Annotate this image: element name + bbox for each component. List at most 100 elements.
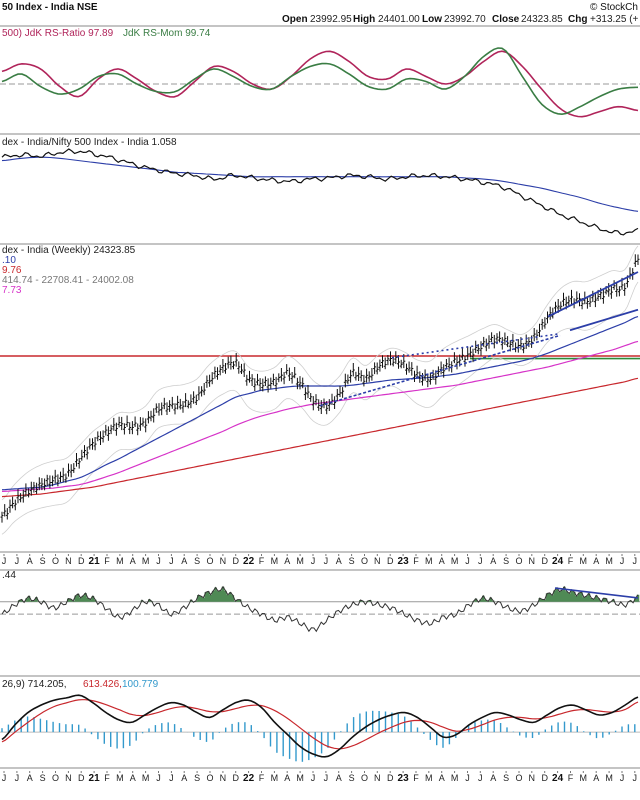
price-ma-2 bbox=[1, 377, 639, 498]
upper-axis-tick-label: N bbox=[65, 556, 72, 566]
lower-axis-tick-label: M bbox=[296, 773, 304, 783]
rrg-label-a: 500) JdK RS-Ratio 97.89 bbox=[2, 28, 114, 39]
lower-axis-tick-label: N bbox=[374, 773, 381, 783]
lower-axis-tick-label: A bbox=[593, 773, 599, 783]
lower-axis-tick-label: M bbox=[605, 773, 613, 783]
lower-axis-tick-label: F bbox=[259, 773, 265, 783]
price-panel bbox=[0, 245, 640, 535]
lower-axis-tick-label: D bbox=[78, 773, 85, 783]
price-legend-3: 414.74 - 22708.41 - 24002.08 bbox=[2, 275, 134, 286]
lower-axis-tick-label: O bbox=[52, 773, 59, 783]
low-value: 23992.70 bbox=[444, 14, 486, 25]
upper-axis-tick-label: O bbox=[515, 556, 522, 566]
lower-axis-tick-label: J bbox=[311, 773, 316, 783]
lower-axis-tick-label: A bbox=[284, 773, 290, 783]
upper-axis-tick-label: S bbox=[40, 556, 46, 566]
lower-axis-tick-label: S bbox=[194, 773, 200, 783]
upper-axis-tick-label: J bbox=[15, 556, 20, 566]
upper-axis-tick-label: J bbox=[620, 556, 625, 566]
channel-lower bbox=[569, 308, 639, 332]
price-legend-2: 9.76 bbox=[2, 265, 22, 276]
upper-axis-tick-label: J bbox=[465, 556, 470, 566]
upper-axis-tick-label: J bbox=[169, 556, 174, 566]
lower-axis-tick-label: 23 bbox=[398, 773, 410, 784]
lower-axis-tick-label: F bbox=[568, 773, 574, 783]
lower-axis-tick-label: D bbox=[541, 773, 548, 783]
rrg-series-0 bbox=[1, 50, 639, 118]
x-axis-upper: J J A S O N D 21 F M A M J J A S O N D 22 F M A M J J A S O N D 23 F M A M J… bbox=[2, 554, 637, 567]
lower-axis-tick-label: A bbox=[439, 773, 445, 783]
lower-axis-tick-label: A bbox=[336, 773, 342, 783]
upper-axis-tick-label: M bbox=[425, 556, 433, 566]
high-label: High bbox=[353, 14, 375, 25]
osc-panel bbox=[0, 585, 640, 633]
osc-label: .44 bbox=[2, 570, 16, 581]
lower-axis-tick-label: J bbox=[169, 773, 174, 783]
lower-axis-tick-label: M bbox=[425, 773, 433, 783]
chart-title: 50 Index - India NSE bbox=[2, 2, 98, 13]
lower-band bbox=[1, 281, 639, 535]
close-value: 24323.85 bbox=[521, 14, 563, 25]
upper-axis-tick-label: M bbox=[580, 556, 588, 566]
lower-axis-tick-label: O bbox=[206, 773, 213, 783]
lower-axis-tick-label: D bbox=[387, 773, 394, 783]
chg-label: Chg bbox=[568, 14, 587, 25]
lower-axis-tick-label: A bbox=[181, 773, 187, 783]
lower-axis-tick-label: J bbox=[15, 773, 20, 783]
upper-axis-tick-label: J bbox=[311, 556, 316, 566]
upper-axis-tick-label: N bbox=[220, 556, 227, 566]
close-label: Close bbox=[492, 14, 520, 25]
upper-axis-tick-label: A bbox=[27, 556, 33, 566]
lower-axis-tick-label: S bbox=[503, 773, 509, 783]
lower-axis-tick-label: S bbox=[349, 773, 355, 783]
upper-axis-tick-label: O bbox=[206, 556, 213, 566]
lower-axis-tick-label: M bbox=[271, 773, 279, 783]
upper-axis-tick-label: J bbox=[324, 556, 329, 566]
macd-label-b: 613.426, bbox=[83, 679, 122, 690]
lower-axis-tick-label: A bbox=[130, 773, 136, 783]
relative-ma-line bbox=[1, 156, 639, 212]
lower-axis-tick-label: J bbox=[465, 773, 470, 783]
upper-axis-tick-label: S bbox=[349, 556, 355, 566]
lower-axis-tick-label: F bbox=[104, 773, 110, 783]
upper-axis-tick-label: J bbox=[2, 556, 7, 566]
header-bar bbox=[0, 0, 640, 24]
upper-axis-tick-label: O bbox=[52, 556, 59, 566]
upper-axis-tick-label: A bbox=[490, 556, 496, 566]
high-value: 24401.00 bbox=[378, 14, 420, 25]
lower-axis-tick-label: O bbox=[361, 773, 368, 783]
lower-axis-tick-label: M bbox=[116, 773, 124, 783]
upper-axis-tick-label: D bbox=[78, 556, 85, 566]
macd-signal-line bbox=[1, 699, 639, 750]
upper-axis-tick-label: 23 bbox=[398, 556, 410, 567]
upper-axis-tick-label: M bbox=[296, 556, 304, 566]
upper-axis-tick-label: J bbox=[156, 556, 161, 566]
upper-axis-tick-label: M bbox=[451, 556, 459, 566]
lower-axis-tick-label: J bbox=[478, 773, 483, 783]
lower-axis-tick-label: J bbox=[2, 773, 7, 783]
lower-axis-tick-label: J bbox=[633, 773, 638, 783]
rrg-series-1 bbox=[1, 47, 639, 116]
dashed-trendline-lower bbox=[319, 334, 561, 407]
upper-axis-tick-label: 24 bbox=[552, 556, 564, 567]
brand-text: © StockCh bbox=[590, 2, 638, 13]
macd-label-a: 26,9) 714.205, bbox=[2, 679, 67, 690]
upper-axis-tick-label: 22 bbox=[243, 556, 255, 567]
relative-panel bbox=[1, 148, 639, 236]
lower-axis-tick-label: 24 bbox=[552, 773, 564, 784]
open-label: Open bbox=[282, 14, 308, 25]
lower-axis-tick-label: N bbox=[529, 773, 536, 783]
lower-axis-tick-label: J bbox=[620, 773, 625, 783]
lower-axis-tick-label: M bbox=[142, 773, 150, 783]
lower-axis-tick-label: M bbox=[580, 773, 588, 783]
macd-line bbox=[1, 694, 639, 758]
upper-axis-tick-label: F bbox=[413, 556, 419, 566]
lower-axis-tick-label: N bbox=[65, 773, 72, 783]
upper-axis-tick-label: A bbox=[130, 556, 136, 566]
upper-axis-tick-label: O bbox=[361, 556, 368, 566]
lower-axis-tick-label: D bbox=[232, 773, 239, 783]
upper-axis-tick-label: M bbox=[271, 556, 279, 566]
upper-axis-tick-label: M bbox=[605, 556, 613, 566]
upper-axis-tick-label: A bbox=[439, 556, 445, 566]
